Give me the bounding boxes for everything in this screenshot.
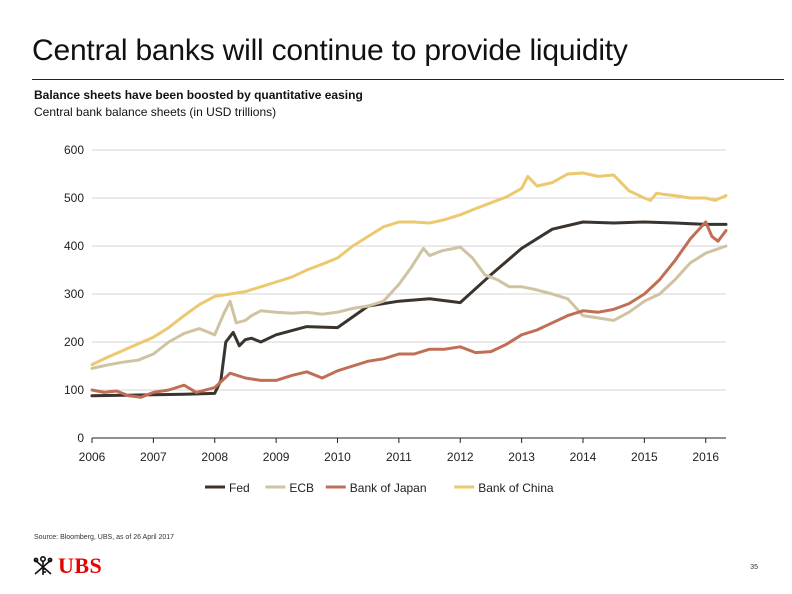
x-axis-tick-labels: 2006 2007 2008 2009 2010 2011 2012 2013 2014 2015… — [79, 450, 720, 464]
y-tick-label: 300 — [64, 287, 84, 301]
source-note: Source: Bloomberg, UBS, as of 26 April 2… — [34, 534, 175, 541]
x-tick-label: 2011 — [386, 450, 412, 464]
series-line-fed — [90, 220, 728, 398]
series-line-bank-of-japan — [90, 220, 728, 399]
y-tick-label: 200 — [64, 335, 84, 349]
x-tick-label: 2014 — [570, 450, 597, 464]
series-lines — [90, 171, 728, 399]
title-divider — [32, 79, 784, 80]
x-axis — [91, 437, 726, 443]
chart-subtitle: Balance sheets have been boosted by quan… — [34, 88, 363, 102]
legend: Fed ECB Bank of Japan Bank of China — [205, 481, 554, 495]
legend-label-bank-of-china: Bank of China — [478, 481, 554, 495]
y-axis-tick-labels: 0 100 200 300 400 500 600 — [64, 143, 84, 445]
x-tick-label: 2008 — [201, 450, 228, 464]
y-tick-label: 0 — [77, 431, 84, 445]
x-tick-label: 2010 — [324, 450, 351, 464]
y-tick-label: 500 — [64, 191, 84, 205]
chart-caption: Central bank balance sheets (in USD tril… — [34, 105, 277, 119]
x-tick-label: 2009 — [263, 450, 290, 464]
logo-wordmark: UBS — [58, 553, 103, 578]
x-tick-label: 2006 — [79, 450, 106, 464]
x-tick-label: 2013 — [508, 450, 535, 464]
x-tick-label: 2016 — [692, 450, 719, 464]
grid-lines — [92, 149, 726, 391]
series-line-bank-of-china — [90, 171, 728, 367]
legend-label-bank-of-japan: Bank of Japan — [350, 481, 427, 495]
y-tick-label: 600 — [64, 143, 84, 157]
page-number: 35 — [750, 564, 758, 571]
legend-label-ecb: ECB — [289, 481, 314, 495]
y-tick-label: 100 — [64, 383, 84, 397]
y-tick-label: 400 — [64, 239, 84, 253]
x-tick-label: 2015 — [631, 450, 658, 464]
x-tick-label: 2012 — [447, 450, 474, 464]
slide-title: Central banks will continue to provide l… — [32, 34, 628, 67]
legend-label-fed: Fed — [229, 481, 250, 495]
keys-icon — [33, 555, 53, 575]
balance-sheet-line-chart: 0 100 200 300 400 500 600 2006 2007 2008 2009 2010… — [64, 143, 728, 495]
x-tick-label: 2007 — [140, 450, 167, 464]
ubs-logo: UBS — [32, 553, 102, 579]
series-line-ecb — [90, 244, 728, 370]
